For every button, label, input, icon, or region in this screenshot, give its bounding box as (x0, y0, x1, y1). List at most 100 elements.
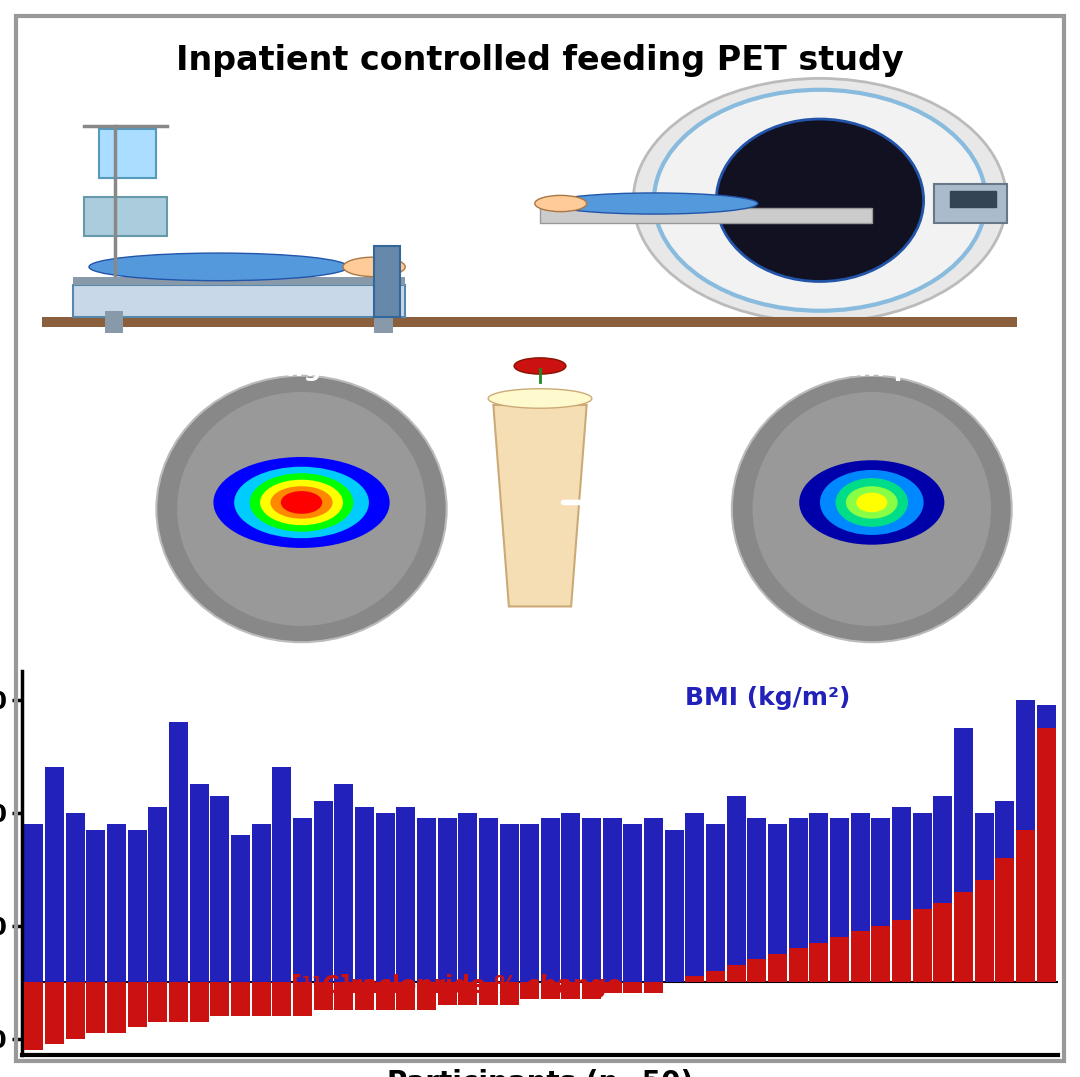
Bar (1037, 728, 1055, 982)
Bar (851, 932, 869, 982)
Circle shape (343, 257, 405, 277)
Bar (562, 982, 580, 999)
Ellipse shape (551, 193, 758, 214)
Bar (1016, 700, 1035, 982)
Bar (521, 982, 539, 999)
Bar (42, 318, 499, 327)
Ellipse shape (836, 478, 908, 527)
Bar (582, 982, 602, 999)
Bar (66, 982, 85, 1038)
Bar (872, 819, 890, 982)
Bar (252, 982, 271, 1016)
Bar (892, 807, 910, 982)
Bar (954, 892, 973, 982)
Bar (355, 807, 374, 982)
Ellipse shape (820, 470, 923, 535)
Ellipse shape (281, 491, 322, 514)
Circle shape (535, 195, 586, 212)
Bar (603, 982, 622, 993)
Ellipse shape (856, 492, 888, 513)
Bar (86, 982, 106, 1033)
Bar (954, 728, 973, 982)
Bar (376, 982, 394, 1010)
Bar (86, 829, 106, 982)
Ellipse shape (488, 389, 592, 408)
Ellipse shape (799, 460, 944, 545)
Bar (84, 197, 166, 236)
Bar (99, 129, 157, 178)
Bar (231, 835, 251, 982)
Bar (706, 824, 725, 982)
Ellipse shape (753, 392, 991, 626)
Bar (809, 942, 828, 982)
Bar (541, 819, 559, 982)
Bar (73, 284, 405, 318)
Bar (603, 819, 622, 982)
Bar (458, 982, 477, 1005)
Bar (170, 723, 188, 982)
Bar (974, 880, 994, 982)
Bar (913, 909, 932, 982)
Ellipse shape (157, 376, 447, 642)
Bar (478, 819, 498, 982)
Bar (829, 819, 849, 982)
Bar (335, 982, 353, 1010)
Bar (45, 768, 64, 982)
Bar (500, 824, 518, 982)
Bar (788, 819, 808, 982)
Bar (851, 813, 869, 982)
Bar (293, 982, 312, 1016)
Bar (747, 819, 767, 982)
Bar (437, 982, 457, 1005)
Bar (686, 813, 704, 982)
Bar (105, 311, 123, 334)
Bar (933, 903, 953, 982)
Bar (892, 920, 910, 982)
Circle shape (514, 358, 566, 374)
Bar (644, 982, 663, 993)
Bar (231, 982, 251, 1016)
Bar (665, 829, 684, 982)
Bar (417, 819, 436, 982)
Bar (25, 982, 43, 1050)
Bar (437, 819, 457, 982)
Bar (768, 824, 787, 982)
Bar (190, 982, 208, 1022)
Text: BMI (kg/m²): BMI (kg/m²) (686, 686, 851, 711)
Bar (1037, 705, 1055, 982)
Ellipse shape (177, 392, 426, 626)
Ellipse shape (846, 486, 897, 519)
Bar (313, 801, 333, 982)
Bar (73, 277, 405, 284)
Bar (148, 982, 167, 1022)
Bar (747, 960, 767, 982)
Bar (521, 824, 539, 982)
Bar (127, 982, 147, 1027)
Bar (107, 982, 126, 1033)
Bar (974, 813, 994, 982)
Bar (949, 191, 996, 207)
Bar (644, 819, 663, 982)
Bar (686, 977, 704, 982)
Bar (252, 824, 271, 982)
Bar (211, 796, 229, 982)
Bar (374, 246, 400, 318)
Bar (272, 768, 292, 982)
Bar (500, 982, 518, 1005)
Bar (872, 925, 890, 982)
Bar (478, 982, 498, 1005)
Ellipse shape (633, 79, 1007, 322)
Text: [¹¹C]raclopride % change: [¹¹C]raclopride % change (292, 975, 623, 998)
Text: Variable change
in [¹¹C]raclopride
binding: Variable change in [¹¹C]raclopride bindi… (25, 408, 91, 610)
Bar (396, 982, 415, 1010)
Bar (706, 970, 725, 982)
X-axis label: Participants (n=50): Participants (n=50) (387, 1069, 693, 1077)
Text: Overnight fast: Overnight fast (210, 358, 414, 381)
Bar (727, 796, 745, 982)
Ellipse shape (732, 376, 1012, 642)
Bar (66, 813, 85, 982)
Bar (170, 982, 188, 1022)
Bar (45, 982, 64, 1045)
Bar (376, 813, 394, 982)
Bar (211, 982, 229, 1016)
